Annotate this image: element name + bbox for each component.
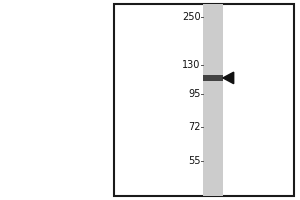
Bar xyxy=(203,4,223,196)
Text: 72: 72 xyxy=(188,122,200,132)
Polygon shape xyxy=(223,72,234,84)
Bar xyxy=(203,75,223,81)
Text: 250: 250 xyxy=(182,12,200,22)
Text: 55: 55 xyxy=(188,156,200,166)
Text: 95: 95 xyxy=(188,89,200,99)
Text: 130: 130 xyxy=(182,60,200,70)
Bar xyxy=(114,4,294,196)
